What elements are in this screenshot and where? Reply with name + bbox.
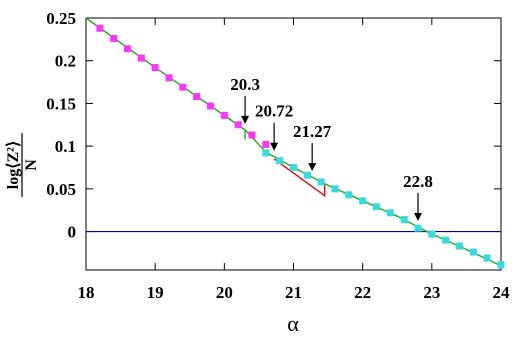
data-point [262,140,270,148]
y-tick-label: 0 [68,223,77,242]
data-point [207,102,214,110]
data-markers [96,24,505,269]
data-point [469,248,477,256]
data-point [151,64,159,72]
series-line-3 [273,158,326,198]
data-point [262,149,270,157]
data-point [428,230,436,238]
x-axis-title: α [287,311,299,336]
data-point [386,209,394,217]
data-point [497,261,505,269]
y-axis-title-denominator: N [23,159,40,171]
y-tick-label: 0.2 [55,52,76,71]
annotation-arrow-head [241,115,250,124]
y-tick-label: 0.25 [46,9,76,28]
annotation-20.3: 20.3 [230,75,260,124]
x-tick-label: 22 [354,283,371,302]
x-tick-label: 18 [78,283,95,302]
data-point [234,121,242,129]
x-tick-label: 24 [493,283,511,302]
x-tick-label: 19 [147,283,164,302]
data-point [483,254,491,262]
data-point [373,203,380,211]
data-point [331,185,339,193]
y-tick-label: 0.15 [46,94,76,113]
annotation-20.72: 20.72 [255,102,293,151]
data-point [456,242,463,250]
data-point [400,216,408,224]
data-point [96,24,104,32]
annotation-label: 20.3 [230,75,260,94]
annotation-22.8: 22.8 [403,172,433,221]
data-point [290,163,297,171]
y-axis-title: log⟨Z²⟩ N [5,133,40,197]
annotation-21.27: 21.27 [293,122,332,172]
data-point [220,111,228,119]
x-tick-label: 23 [423,283,440,302]
data-point [248,131,256,139]
annotation-arrow-head [270,142,279,151]
annotation-arrow-head [414,212,422,221]
y-tick-label: 0.1 [55,137,76,156]
data-point [165,74,173,82]
data-point [442,236,450,244]
data-point [345,191,353,199]
data-point [276,157,284,165]
data-point [110,35,118,43]
x-tick-label: 20 [216,283,233,302]
annotation-label: 20.72 [255,102,293,121]
data-point [179,83,187,91]
x-tick-label: 21 [285,283,302,302]
data-point [303,171,311,179]
data-point [414,224,422,232]
data-point [359,197,367,205]
y-axis-title-numerator: log⟨Z²⟩ [5,141,22,189]
fit-lines [85,17,502,267]
data-point [124,45,131,53]
annotation-label: 21.27 [293,122,332,141]
series-line-2 [85,17,502,267]
annotation-label: 22.8 [403,172,433,191]
data-point [137,54,145,62]
ticks: 18 19 20 21 22 23 24 0 0.05 0.1 0.15 0.2 0.25 [46,9,510,302]
annotation-arrow-head [308,163,317,172]
data-point [317,178,325,186]
y-tick-label: 0.05 [46,180,76,199]
data-point [193,93,201,101]
plot-frame [85,17,502,271]
